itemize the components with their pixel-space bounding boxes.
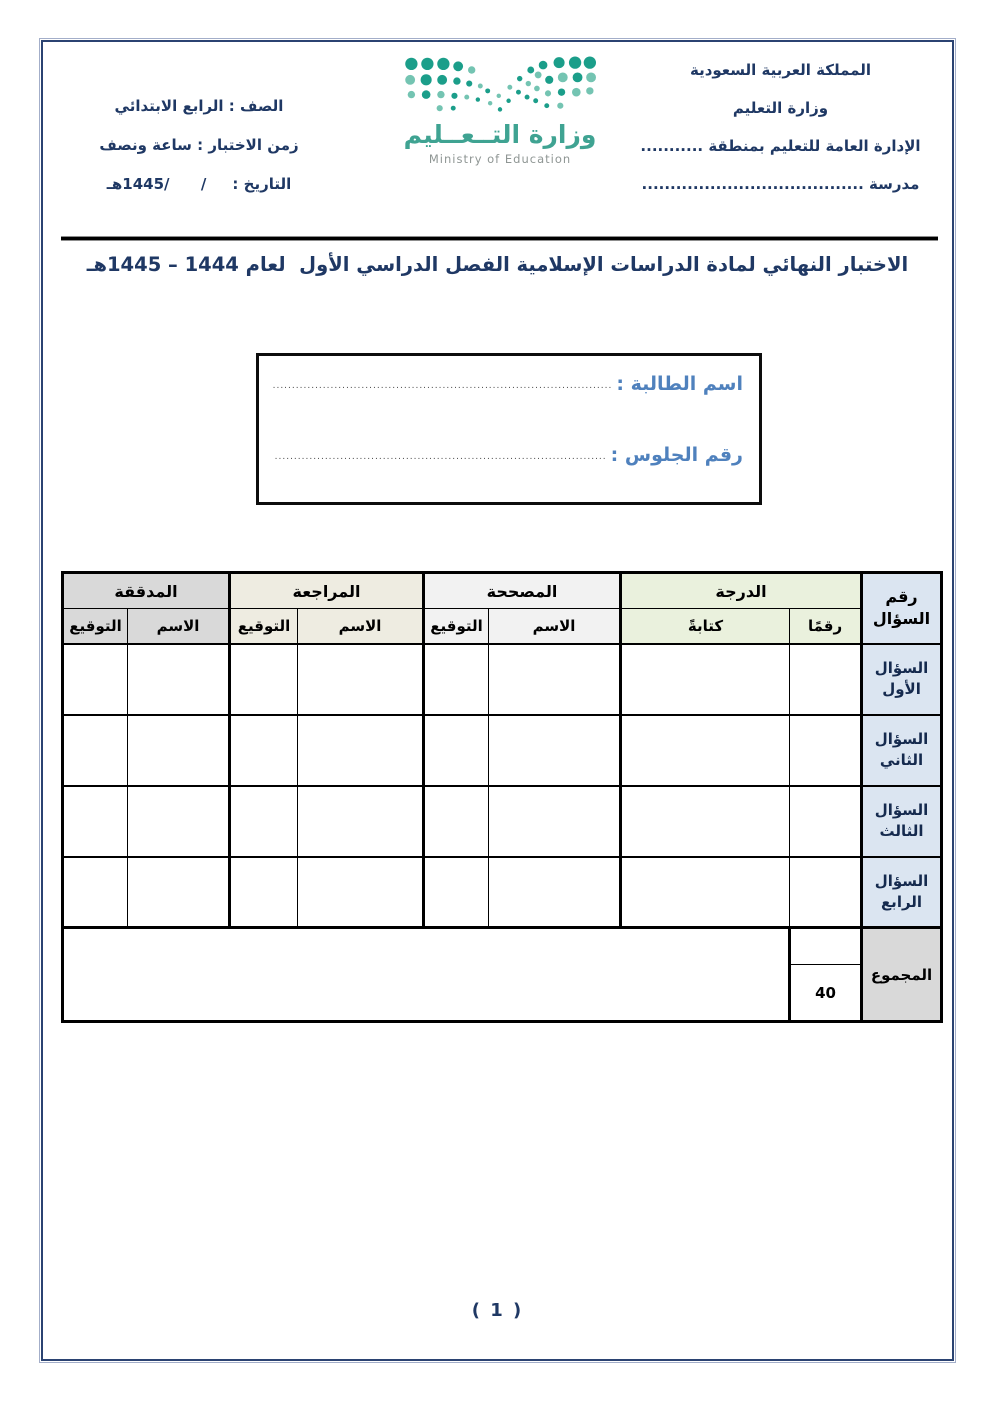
- total-max-score: 40: [788, 964, 863, 1022]
- table-cell[interactable]: [488, 713, 622, 787]
- header-divider-line: [61, 236, 938, 241]
- exam-info-block: الصف : الرابع الابتدائي زمن الاختبار : س…: [49, 96, 349, 213]
- grade-written-header: كتابةً: [619, 608, 791, 644]
- table-cell[interactable]: [619, 855, 791, 929]
- logo-dots-icon: [405, 56, 596, 112]
- reviewer-name-header: الاسم: [297, 608, 425, 644]
- auditor-group-header: المدققة: [62, 572, 230, 609]
- directorate-fill-line[interactable]: الإدارة العامة للتعليم بمنطقة ..........…: [640, 137, 921, 155]
- question-row-label: السؤال الثالث: [860, 784, 943, 858]
- table-cell[interactable]: [297, 784, 425, 858]
- corrector-signature-header: التوقيع: [422, 608, 490, 644]
- logo-arabic-wordmark: وزارة التــعــليم: [403, 120, 597, 149]
- corrector-name-header: الاسم: [488, 608, 622, 644]
- table-cell[interactable]: [422, 784, 490, 858]
- table-cell[interactable]: [62, 855, 128, 929]
- table-cell[interactable]: [297, 713, 425, 787]
- table-cell[interactable]: [227, 855, 299, 929]
- student-name-fill-line[interactable]: ........................................…: [273, 381, 613, 391]
- exam-time-line: زمن الاختبار : ساعة ونصف: [99, 136, 299, 154]
- seat-number-label: رقم الجلوس :: [610, 444, 743, 466]
- date-fill-line[interactable]: التاريخ : / /1445هـ: [106, 175, 292, 193]
- table-cell[interactable]: [488, 855, 622, 929]
- table-cell[interactable]: [127, 713, 230, 787]
- student-name-label: اسم الطالبة :: [616, 373, 743, 395]
- table-cell[interactable]: [619, 642, 791, 716]
- table-cell[interactable]: [422, 713, 490, 787]
- table-cell[interactable]: [422, 855, 490, 929]
- reviewer-group-header: المراجعة: [227, 572, 425, 609]
- table-cell[interactable]: [789, 642, 863, 716]
- table-cell[interactable]: [488, 642, 622, 716]
- table-cell[interactable]: [127, 784, 230, 858]
- exam-title: الاختبار النهائي لمادة الدراسات الإسلامي…: [86, 253, 909, 276]
- auditor-name-header: الاسم: [127, 608, 230, 644]
- grading-table: رقم السؤال الدرجة المصححة المراجعة المدق…: [60, 571, 944, 1023]
- corrector-group-header: المصححة: [422, 572, 622, 609]
- page-border-frame: المملكة العربية السعودية وزارة التعليم ا…: [39, 38, 956, 1363]
- table-cell[interactable]: [619, 713, 791, 787]
- seat-number-fill-line[interactable]: ........................................…: [273, 452, 607, 462]
- student-info-box: اسم الطالبة : ..........................…: [256, 353, 762, 505]
- table-cell[interactable]: [127, 642, 230, 716]
- logo-english-wordmark: Ministry of Education: [428, 152, 572, 166]
- total-numeric-cell[interactable]: [788, 925, 863, 966]
- total-merged-cell[interactable]: [60, 926, 791, 1022]
- class-line: الصف : الرابع الابتدائي: [114, 97, 284, 115]
- grade-numeric-header: رقمًا: [789, 608, 863, 644]
- table-cell[interactable]: [127, 855, 230, 929]
- school-fill-line[interactable]: مدرسة ..................................…: [641, 175, 920, 193]
- table-cell[interactable]: [488, 784, 622, 858]
- official-header-block: المملكة العربية السعودية وزارة التعليم ا…: [613, 60, 948, 212]
- kingdom-line: المملكة العربية السعودية: [689, 61, 872, 79]
- ministry-line: وزارة التعليم: [732, 99, 829, 117]
- auditor-signature-header: التوقيع: [62, 608, 128, 644]
- reviewer-signature-header: التوقيع: [227, 608, 299, 644]
- ministry-of-education-logo: وزارة التــعــليم Ministry of Education: [385, 54, 615, 166]
- question-row-label: السؤال الرابع: [860, 855, 943, 929]
- table-cell[interactable]: [227, 642, 299, 716]
- table-cell[interactable]: [227, 713, 299, 787]
- table-cell[interactable]: [227, 784, 299, 858]
- table-cell[interactable]: [619, 784, 791, 858]
- table-cell[interactable]: [297, 855, 425, 929]
- question-row-label: السؤال الأول: [860, 642, 943, 716]
- table-cell[interactable]: [297, 642, 425, 716]
- table-cell[interactable]: [789, 713, 863, 787]
- table-cell[interactable]: [789, 784, 863, 858]
- table-cell[interactable]: [62, 713, 128, 787]
- table-cell[interactable]: [422, 642, 490, 716]
- question-row-label: السؤال الثاني: [860, 713, 943, 787]
- page-number: ( 1 ): [471, 1300, 524, 1321]
- table-cell[interactable]: [62, 642, 128, 716]
- question-number-header: رقم السؤال: [860, 572, 943, 644]
- table-cell[interactable]: [789, 855, 863, 929]
- total-row-label: المجموع: [860, 926, 943, 1022]
- table-cell[interactable]: [62, 784, 128, 858]
- grade-group-header: الدرجة: [619, 572, 863, 609]
